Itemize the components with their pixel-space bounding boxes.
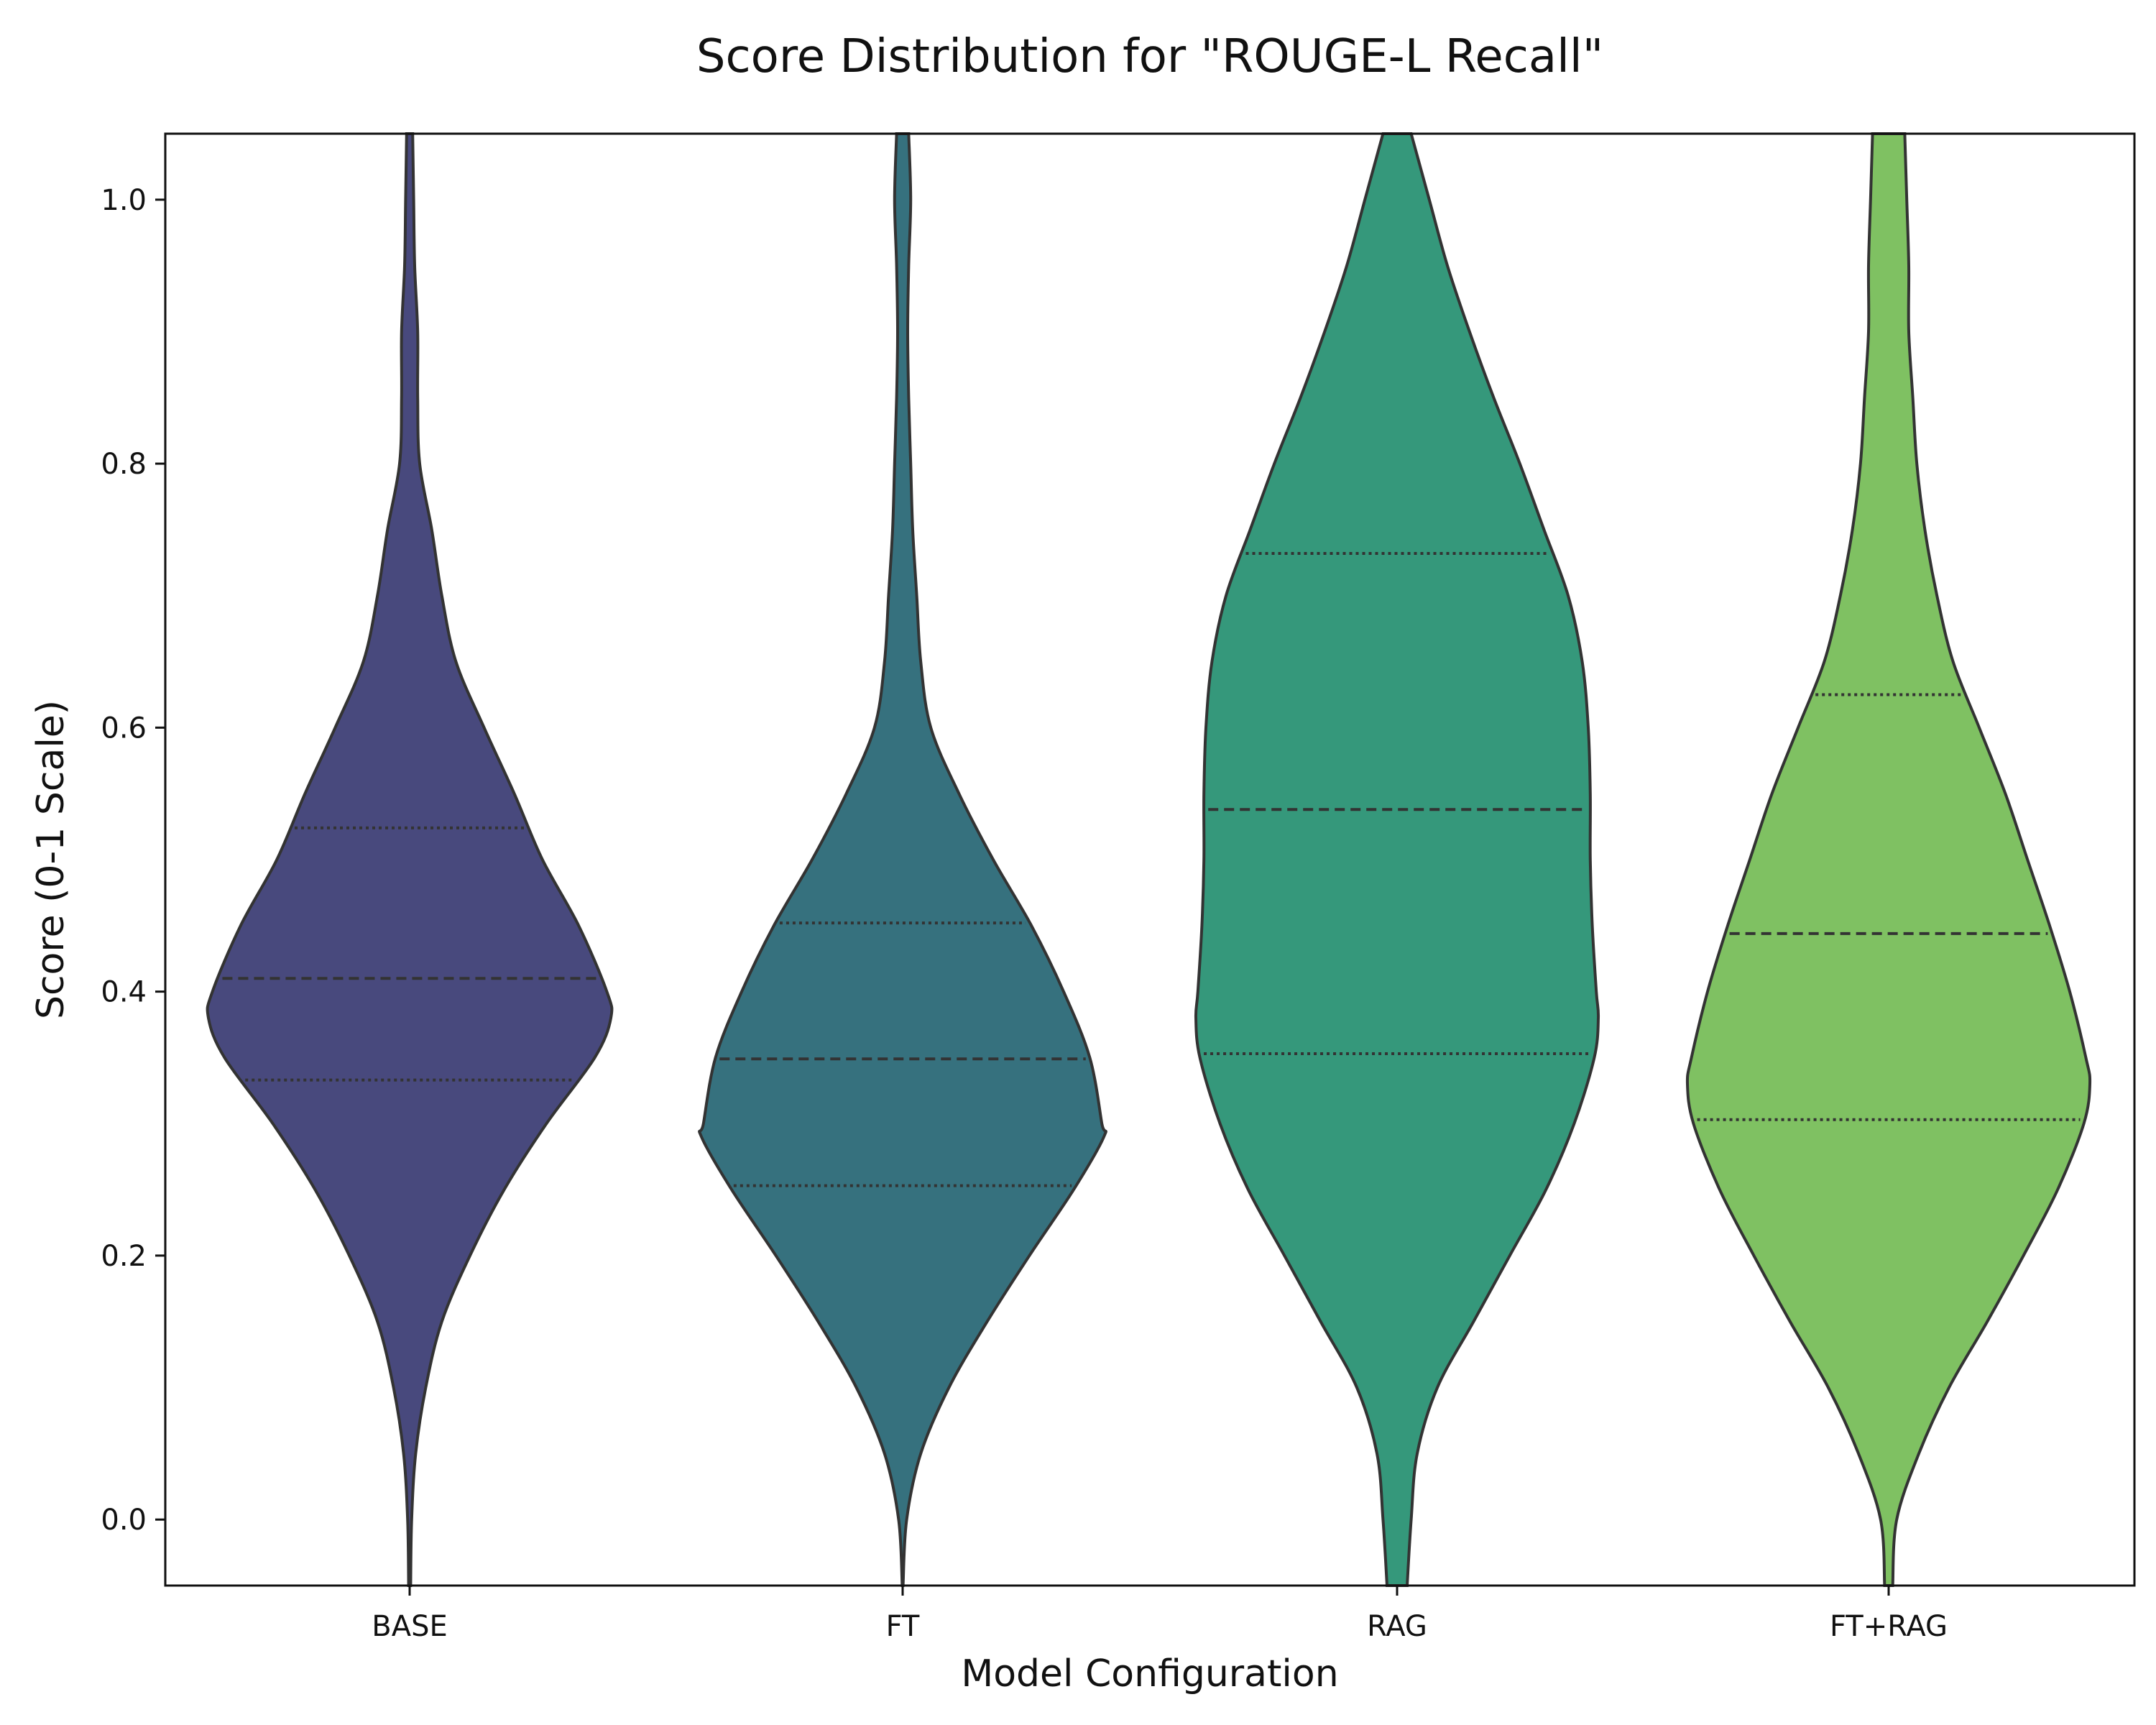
x-tick-label-base: BASE: [372, 1610, 447, 1643]
x-axis: BASE FT RAG FT+RAG: [372, 1586, 1948, 1643]
y-tick-label: 0.0: [101, 1504, 147, 1537]
y-tick-label: 0.4: [101, 976, 147, 1009]
x-axis-label: Model Configuration: [961, 1652, 1338, 1696]
violins-group: [206, 132, 2092, 1587]
x-tick-label-ft-rag: FT+RAG: [1830, 1610, 1948, 1643]
violin-ft: [698, 132, 1107, 1587]
y-tick-label: 0.6: [101, 712, 147, 745]
x-tick-label-rag: RAG: [1367, 1610, 1427, 1643]
plot-frame: [164, 132, 2136, 1587]
violin-base: [206, 132, 614, 1587]
violin-rag: [1194, 132, 1600, 1587]
chart-title: Score Distribution for "ROUGE-L Recall": [696, 30, 1603, 83]
y-tick-label: 0.2: [101, 1240, 147, 1273]
y-axis: 0.0 0.2 0.4 0.6 0.8 1.0: [101, 184, 165, 1537]
violin-ft-rag: [1685, 132, 2092, 1587]
quartile-lines-group: [222, 551, 2081, 1187]
y-tick-label: 1.0: [101, 184, 147, 217]
x-tick-label-ft: FT: [886, 1610, 920, 1643]
y-axis-label: Score (0-1 Scale): [29, 700, 73, 1019]
y-tick-label: 0.8: [101, 448, 147, 481]
